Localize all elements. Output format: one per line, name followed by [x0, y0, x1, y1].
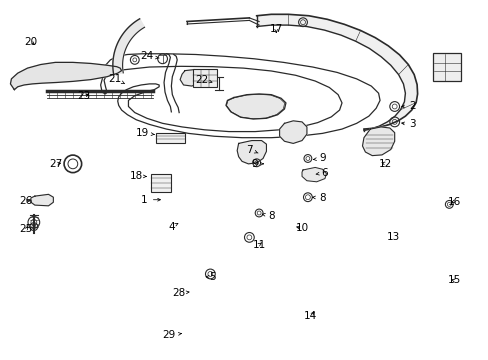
Polygon shape: [10, 62, 122, 90]
Text: 13: 13: [386, 232, 399, 242]
Text: 25: 25: [20, 225, 33, 234]
Text: 16: 16: [447, 197, 460, 207]
Text: 23: 23: [77, 91, 90, 101]
Polygon shape: [256, 14, 417, 131]
Polygon shape: [279, 121, 306, 143]
Text: 2: 2: [401, 102, 415, 112]
Text: 26: 26: [20, 196, 33, 206]
Polygon shape: [31, 194, 53, 206]
Text: 21: 21: [108, 74, 124, 84]
Text: 6: 6: [315, 168, 327, 178]
Polygon shape: [225, 94, 285, 119]
Text: 27: 27: [49, 159, 62, 169]
Bar: [151, 174, 171, 192]
Text: 15: 15: [447, 275, 460, 285]
Text: 20: 20: [24, 37, 38, 47]
Text: 7: 7: [245, 144, 258, 154]
FancyBboxPatch shape: [432, 53, 460, 81]
FancyBboxPatch shape: [192, 69, 217, 87]
Text: 3: 3: [401, 120, 415, 129]
Bar: [156, 133, 184, 143]
Text: 18: 18: [129, 171, 146, 181]
Text: 8: 8: [312, 193, 325, 203]
Polygon shape: [302, 167, 326, 182]
Text: 11: 11: [252, 239, 265, 249]
Polygon shape: [362, 127, 394, 156]
Text: 19: 19: [135, 129, 154, 138]
Text: 4: 4: [168, 222, 178, 231]
Text: 24: 24: [140, 51, 159, 61]
Text: 8: 8: [262, 211, 274, 221]
Text: 29: 29: [162, 330, 181, 340]
Text: 9: 9: [313, 153, 325, 163]
Text: 12: 12: [379, 159, 392, 169]
Text: 1: 1: [141, 195, 160, 205]
Text: 10: 10: [295, 224, 308, 233]
Text: 28: 28: [172, 288, 189, 298]
Text: 17: 17: [269, 24, 282, 35]
Text: 22: 22: [195, 75, 212, 85]
Polygon shape: [113, 19, 144, 75]
Text: 5: 5: [206, 272, 216, 282]
Polygon shape: [237, 140, 266, 164]
Text: 14: 14: [304, 311, 317, 320]
Text: 9: 9: [250, 159, 263, 169]
Polygon shape: [180, 69, 204, 86]
